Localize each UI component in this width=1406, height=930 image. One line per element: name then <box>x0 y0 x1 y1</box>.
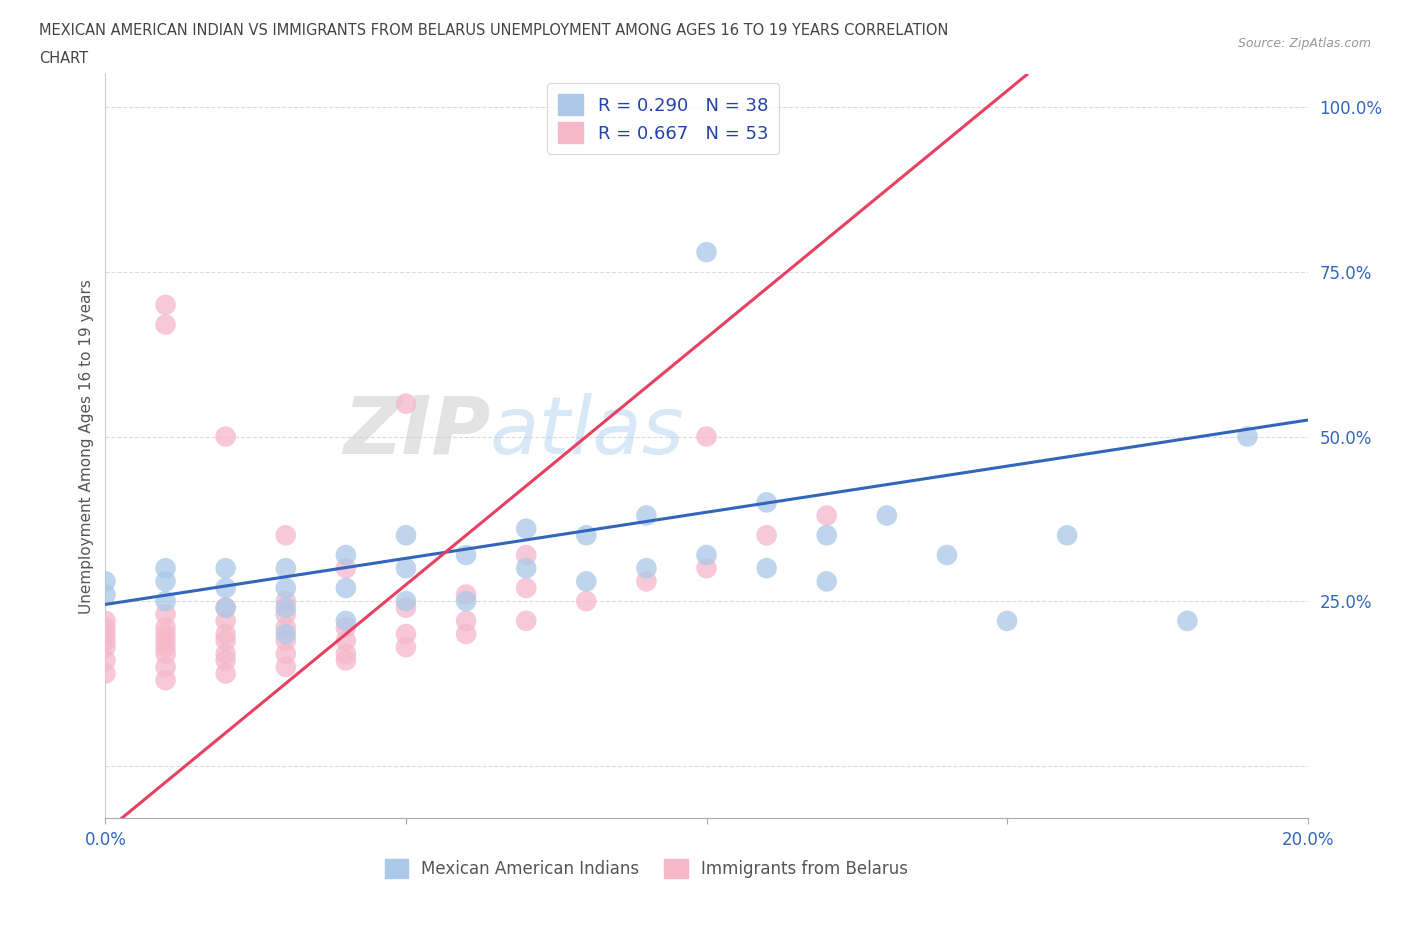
Point <box>155 659 177 674</box>
Point <box>274 593 297 608</box>
Point <box>214 666 236 681</box>
Point <box>274 633 297 648</box>
Point <box>515 521 537 536</box>
Point <box>94 620 117 635</box>
Point <box>274 528 297 543</box>
Point <box>515 614 537 629</box>
Point <box>696 548 718 563</box>
Point <box>274 561 297 576</box>
Point <box>454 627 477 642</box>
Point <box>155 620 177 635</box>
Point <box>155 574 177 589</box>
Point <box>575 528 598 543</box>
Point <box>575 593 598 608</box>
Point <box>335 548 357 563</box>
Point <box>395 627 418 642</box>
Point <box>155 627 177 642</box>
Text: atlas: atlas <box>491 392 685 471</box>
Text: MEXICAN AMERICAN INDIAN VS IMMIGRANTS FROM BELARUS UNEMPLOYMENT AMONG AGES 16 TO: MEXICAN AMERICAN INDIAN VS IMMIGRANTS FR… <box>39 23 949 38</box>
Point <box>94 640 117 655</box>
Point <box>335 633 357 648</box>
Point <box>876 508 898 523</box>
Point <box>515 548 537 563</box>
Point <box>214 600 236 615</box>
Point <box>274 659 297 674</box>
Point <box>395 593 418 608</box>
Point <box>395 640 418 655</box>
Point <box>335 653 357 668</box>
Point <box>335 614 357 629</box>
Point <box>936 548 959 563</box>
Point <box>395 396 418 411</box>
Point <box>454 587 477 602</box>
Point <box>214 646 236 661</box>
Point <box>94 574 117 589</box>
Point <box>214 600 236 615</box>
Point <box>575 574 598 589</box>
Point <box>155 633 177 648</box>
Text: Source: ZipAtlas.com: Source: ZipAtlas.com <box>1237 37 1371 50</box>
Point <box>94 627 117 642</box>
Point <box>335 561 357 576</box>
Point <box>636 561 658 576</box>
Point <box>335 580 357 595</box>
Point <box>1175 614 1198 629</box>
Point <box>815 508 838 523</box>
Point <box>214 580 236 595</box>
Point <box>636 574 658 589</box>
Point <box>1236 429 1258 444</box>
Point <box>815 528 838 543</box>
Point <box>395 600 418 615</box>
Point <box>94 587 117 602</box>
Point <box>696 561 718 576</box>
Point <box>274 620 297 635</box>
Point <box>815 574 838 589</box>
Point <box>214 561 236 576</box>
Point <box>274 646 297 661</box>
Text: ZIP: ZIP <box>343 392 491 471</box>
Point <box>636 508 658 523</box>
Point <box>155 646 177 661</box>
Point <box>395 561 418 576</box>
Point <box>696 245 718 259</box>
Point <box>155 593 177 608</box>
Point <box>1056 528 1078 543</box>
Point <box>94 653 117 668</box>
Point <box>274 607 297 622</box>
Point <box>755 495 778 510</box>
Point <box>214 429 236 444</box>
Point <box>515 580 537 595</box>
Point <box>454 614 477 629</box>
Point <box>155 672 177 687</box>
Point <box>755 528 778 543</box>
Point <box>454 593 477 608</box>
Point <box>395 528 418 543</box>
Point <box>454 548 477 563</box>
Point <box>214 627 236 642</box>
Point <box>94 614 117 629</box>
Point <box>995 614 1018 629</box>
Point <box>696 429 718 444</box>
Point <box>515 561 537 576</box>
Point <box>335 620 357 635</box>
Point <box>274 627 297 642</box>
Point <box>155 298 177 312</box>
Point <box>94 666 117 681</box>
Point <box>155 317 177 332</box>
Text: CHART: CHART <box>39 51 89 66</box>
Point <box>755 561 778 576</box>
Legend: Mexican American Indians, Immigrants from Belarus: Mexican American Indians, Immigrants fro… <box>378 852 915 884</box>
Point <box>214 633 236 648</box>
Point <box>155 640 177 655</box>
Point <box>155 607 177 622</box>
Point <box>274 580 297 595</box>
Y-axis label: Unemployment Among Ages 16 to 19 years: Unemployment Among Ages 16 to 19 years <box>79 279 94 614</box>
Point <box>94 633 117 648</box>
Point <box>214 614 236 629</box>
Point <box>214 653 236 668</box>
Point <box>155 561 177 576</box>
Point <box>335 646 357 661</box>
Point <box>274 600 297 615</box>
